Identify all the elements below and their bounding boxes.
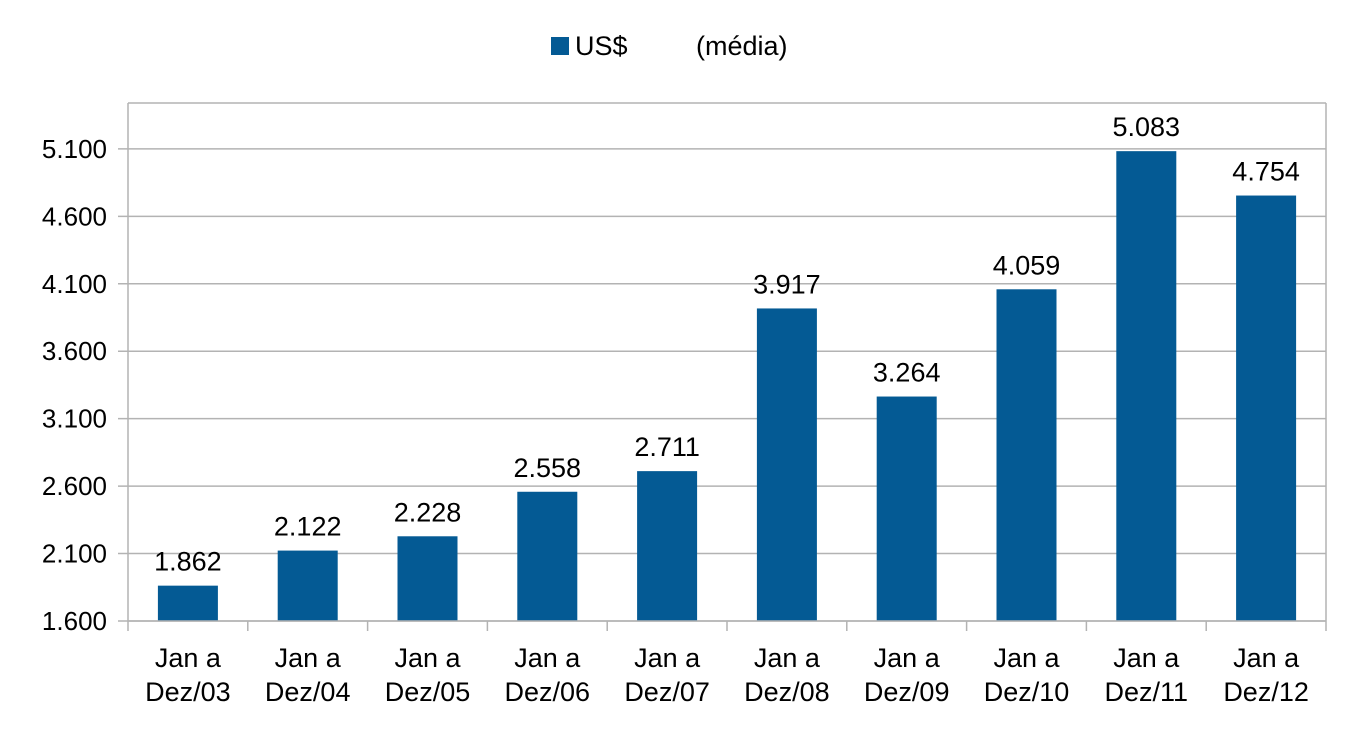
data-label: 4.059 [993,250,1061,280]
bar-series [157,151,1297,621]
x-tick-label-line-2: Dez/07 [624,677,710,707]
x-tick-label-line-2: Dez/06 [505,677,591,707]
x-tick-label-line-1: Jan a [874,643,941,673]
plot-frame [127,103,1327,631]
x-tick-label-line-2: Dez/03 [145,677,231,707]
y-tick-label: 2.100 [42,539,107,569]
x-tick-label-line-1: Jan a [514,643,581,673]
x-tick-label-line-2: Dez/04 [265,677,351,707]
x-tick-label-line-2: Dez/05 [385,677,471,707]
y-tick-label: 5.100 [42,134,107,164]
bar [1236,195,1297,621]
data-label: 4.754 [1232,157,1300,187]
x-tick-label-line-1: Jan a [754,643,821,673]
x-tick-label-line-1: Jan a [634,643,701,673]
y-axis-tick-labels: 1.600 2.100 2.600 3.100 3.600 4.100 4.600 5.100 [42,134,107,636]
bar [517,491,578,621]
x-tick-label-line-1: Jan a [275,643,342,673]
x-tick-label-line-1: Jan a [394,643,461,673]
data-label: 2.228 [394,497,462,527]
x-axis-category-labels: Jan a Dez/03 Jan a Dez/04 Jan a Dez/05 Jan a De… [145,643,1309,707]
bar [756,308,817,621]
data-label: 2.122 [274,512,342,542]
y-tick-label: 3.600 [42,336,107,366]
y-tick-label: 3.100 [42,404,107,434]
y-tick-label: 1.600 [42,606,107,636]
bar [637,471,698,621]
data-label: 1.862 [154,547,222,577]
x-tick-label-line-2: Dez/11 [1105,677,1189,707]
x-tick-label-line-1: Jan a [1233,643,1300,673]
data-label: 3.264 [873,358,941,388]
bar [157,585,218,621]
x-tick-label-line-2: Dez/08 [744,677,830,707]
chart-legend: US$ (média) [551,31,788,61]
bar [1116,151,1177,621]
x-tick-label-line-2: Dez/12 [1223,677,1309,707]
legend-label-prefix: US$ [575,31,628,61]
x-tick-label-line-2: Dez/10 [984,677,1070,707]
bar [876,396,937,621]
bar [996,289,1057,621]
x-tick-label-line-1: Jan a [1113,643,1180,673]
data-label: 2.558 [514,453,582,483]
bar [397,536,458,621]
legend-swatch [551,37,569,55]
bar [277,550,338,621]
y-tick-label: 4.600 [42,201,107,231]
x-tick-label-line-2: Dez/09 [864,677,950,707]
data-label: 3.917 [753,269,821,299]
x-tick-label-line-1: Jan a [155,643,222,673]
y-tick-label: 4.100 [42,269,107,299]
data-label: 5.083 [1113,112,1181,142]
data-labels: 1.862 2.122 2.228 2.558 2.711 3.917 3.264 4.059… [154,112,1300,576]
x-tick-label-line-1: Jan a [993,643,1060,673]
legend-label-suffix: (média) [696,31,788,61]
data-label: 2.711 [634,432,700,462]
y-tick-label: 2.600 [42,471,107,501]
